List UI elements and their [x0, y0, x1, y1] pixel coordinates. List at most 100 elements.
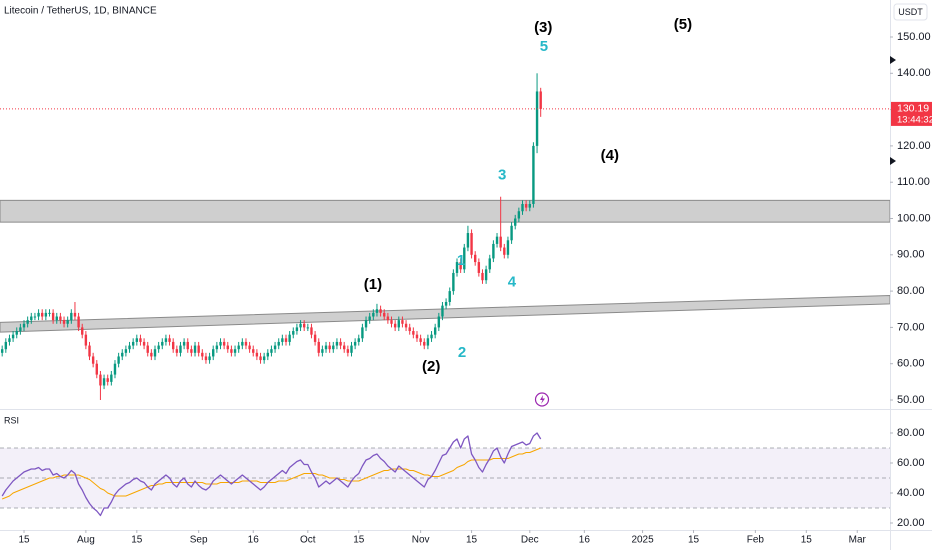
candle-body — [208, 356, 211, 361]
wave-label: (4) — [601, 147, 619, 164]
candle-body — [270, 349, 273, 353]
candle-body — [481, 272, 484, 281]
candle-body — [255, 352, 259, 357]
candle-body — [368, 316, 371, 321]
candle-body — [99, 374, 102, 386]
candle-body — [226, 345, 229, 350]
wave-label: (3) — [534, 19, 552, 36]
x-tick-label: Mar — [849, 535, 867, 546]
candle-body — [339, 341, 342, 346]
candle-body — [22, 323, 26, 328]
candle-body — [41, 312, 44, 317]
candle-body — [332, 345, 335, 350]
candle-body — [277, 341, 280, 346]
x-tick-label: 15 — [18, 535, 30, 546]
candle-body — [91, 356, 95, 364]
candle-body — [48, 312, 51, 314]
candle-body — [95, 363, 98, 375]
x-tick-label: Sep — [190, 535, 208, 546]
candle-body — [150, 352, 153, 357]
candle-body — [197, 345, 200, 353]
candle-body — [415, 334, 419, 339]
candle-body — [252, 349, 255, 353]
wave-label: (1) — [364, 276, 382, 293]
candle-body — [390, 320, 393, 324]
candle-body — [459, 262, 462, 270]
candle-body — [164, 338, 168, 342]
y-tick-label: 60.00 — [897, 358, 925, 370]
candle-body — [470, 233, 473, 255]
candle-body — [77, 316, 80, 328]
x-tick-label: Dec — [521, 535, 539, 546]
candle-body — [386, 316, 390, 321]
support-zone — [0, 199, 891, 223]
candle-body — [113, 363, 117, 375]
candle-body — [110, 374, 113, 382]
candle-body — [532, 145, 535, 204]
candle-body — [171, 341, 175, 350]
candle-body — [324, 345, 328, 350]
candle-body — [375, 309, 379, 313]
candle-body — [346, 349, 350, 353]
candle-body — [281, 338, 284, 342]
wave-label: 3 — [498, 166, 506, 183]
candle-body — [84, 334, 88, 346]
candle-body — [535, 91, 539, 146]
y-tick-label: 70.00 — [897, 321, 925, 333]
candle-body — [528, 203, 531, 208]
x-tick-label: Oct — [300, 535, 316, 546]
candle-body — [11, 334, 15, 339]
candle-body — [495, 236, 499, 244]
candle-body — [186, 341, 189, 350]
x-tick-label: 15 — [801, 535, 813, 546]
currency-box[interactable] — [893, 3, 928, 21]
candle-body — [524, 203, 528, 208]
candle-body — [102, 378, 106, 386]
candle-body — [237, 345, 240, 350]
axis-marker — [890, 56, 896, 64]
last-price-box — [891, 101, 932, 126]
x-tick-label: Nov — [412, 535, 430, 546]
wave-label: 5 — [540, 38, 548, 55]
candle-body — [423, 341, 426, 346]
x-tick-label: 15 — [353, 535, 365, 546]
candle-body — [219, 341, 222, 346]
rsi-line — [1, 432, 542, 517]
x-tick-label: 16 — [579, 535, 591, 546]
candle-body — [51, 312, 55, 321]
x-tick-label: 15 — [466, 535, 478, 546]
last-price-label: 130.19 — [897, 103, 929, 115]
candle-body — [59, 316, 62, 321]
candle-body — [317, 341, 320, 353]
candle-body — [503, 247, 506, 255]
candle-body — [539, 91, 542, 109]
candle-body — [88, 345, 91, 357]
candle-body — [383, 312, 386, 317]
candle-body — [262, 356, 266, 361]
candle-body — [408, 327, 411, 332]
wave-label: (2) — [422, 358, 440, 375]
candle-body — [19, 327, 22, 332]
candle-body — [492, 243, 495, 259]
candle-body — [364, 320, 368, 328]
candle-body — [121, 352, 124, 357]
candle-body — [473, 254, 477, 263]
y-tick-label: 110.00 — [897, 176, 930, 188]
candle-body — [484, 269, 488, 281]
y-tick-label: 80.00 — [897, 285, 925, 297]
candle-body — [146, 345, 149, 353]
candle-body — [128, 345, 131, 350]
alert-icon[interactable] — [534, 392, 550, 407]
currency-label[interactable]: USDT — [898, 7, 923, 17]
candle-body — [292, 331, 295, 335]
indicator-label: RSI — [4, 415, 19, 425]
candle-body — [37, 312, 40, 317]
candle-body — [142, 341, 146, 346]
x-tick-label: 2025 — [631, 535, 654, 546]
y-tick-label: 100.00 — [897, 212, 931, 224]
candle-body — [295, 327, 299, 332]
candle-body — [66, 320, 69, 324]
candle-body — [412, 331, 415, 335]
y-tick-label: 50.00 — [897, 394, 925, 406]
wave-label: 1 — [457, 252, 465, 269]
